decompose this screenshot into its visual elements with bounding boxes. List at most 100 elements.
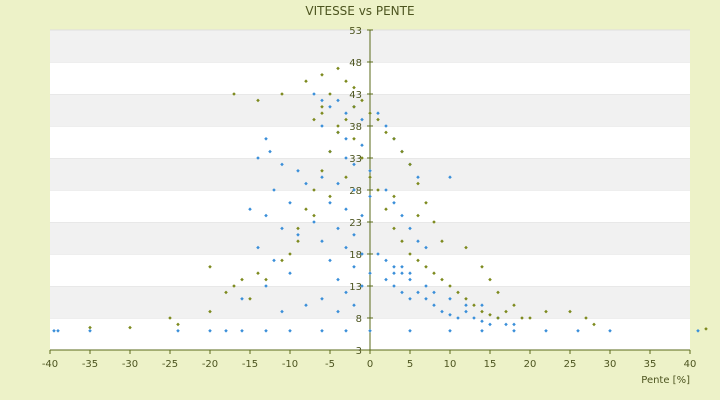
- data-point: [320, 105, 324, 109]
- data-point: [328, 201, 332, 205]
- data-point: [320, 98, 324, 103]
- data-point: [336, 181, 340, 186]
- data-point: [352, 233, 356, 237]
- data-point: [288, 271, 292, 275]
- data-point: [336, 226, 340, 231]
- data-point: [408, 277, 412, 282]
- x-tick-label: -35: [82, 359, 98, 370]
- data-point: [272, 258, 276, 263]
- data-point: [256, 156, 260, 160]
- data-point: [264, 284, 268, 288]
- y-tick-label: 13: [349, 282, 362, 293]
- data-point: [368, 271, 372, 275]
- data-point: [232, 284, 236, 288]
- data-point: [472, 316, 476, 320]
- data-point: [360, 252, 364, 256]
- data-point: [496, 290, 500, 295]
- data-point: [432, 271, 436, 275]
- data-point: [464, 245, 468, 250]
- data-point: [384, 277, 388, 282]
- axes: -40 -35 -30 -25 -20 -15 -10 -5 0 5 10 15 20 25 30 35 40 3…: [42, 26, 697, 370]
- data-point: [440, 239, 444, 243]
- data-point: [360, 117, 364, 122]
- data-point: [400, 239, 404, 243]
- data-point: [464, 303, 468, 307]
- data-point: [296, 226, 300, 231]
- data-point: [544, 309, 548, 314]
- x-tick-label: -25: [162, 359, 178, 370]
- data-point: [296, 239, 300, 243]
- data-point: [488, 277, 492, 282]
- data-point: [304, 303, 308, 307]
- data-point: [320, 175, 324, 179]
- data-point: [416, 175, 420, 179]
- data-point: [424, 245, 428, 250]
- data-point: [360, 284, 364, 288]
- data-point: [232, 92, 236, 96]
- data-point: [424, 297, 428, 301]
- x-tick-label: 10: [444, 359, 457, 370]
- data-point: [512, 303, 516, 307]
- data-point: [344, 329, 348, 333]
- data-point: [400, 149, 404, 154]
- data-point: [360, 156, 364, 160]
- data-point: [256, 245, 260, 250]
- data-point: [280, 226, 284, 231]
- data-point: [344, 79, 348, 83]
- data-point: [424, 265, 428, 269]
- data-point: [296, 233, 300, 237]
- data-point: [320, 297, 324, 301]
- data-point: [424, 284, 428, 288]
- data-point: [296, 169, 300, 173]
- x-tick-label: 30: [604, 359, 617, 370]
- data-point: [224, 329, 228, 333]
- data-point: [320, 239, 324, 243]
- data-point: [280, 92, 284, 96]
- data-point: [280, 258, 284, 263]
- data-point: [280, 162, 284, 167]
- data-point: [52, 329, 56, 333]
- data-point: [272, 188, 276, 192]
- data-point: [576, 329, 580, 333]
- data-point: [312, 188, 316, 192]
- data-point: [208, 265, 212, 269]
- data-point: [480, 309, 484, 314]
- data-point: [336, 309, 340, 314]
- data-point: [328, 258, 332, 263]
- data-point: [352, 162, 356, 167]
- data-point: [128, 325, 132, 330]
- data-point: [408, 297, 412, 301]
- x-tick-label: 40: [684, 359, 697, 370]
- data-point: [368, 175, 372, 179]
- data-point: [344, 207, 348, 211]
- data-point: [344, 245, 348, 250]
- data-point: [416, 213, 420, 218]
- x-tick-label: 20: [524, 359, 537, 370]
- data-point: [480, 319, 484, 323]
- y-tick-label: 33: [349, 154, 362, 165]
- data-point: [352, 85, 356, 90]
- data-point: [408, 329, 412, 333]
- data-point: [528, 316, 532, 320]
- data-point: [248, 207, 252, 211]
- data-point: [512, 322, 516, 327]
- data-point: [400, 213, 404, 218]
- data-point: [240, 297, 244, 301]
- data-point: [344, 156, 348, 160]
- data-point: [56, 329, 60, 333]
- data-point: [264, 277, 268, 282]
- data-point: [608, 329, 612, 333]
- data-point: [352, 188, 356, 192]
- data-point: [432, 220, 436, 224]
- data-point: [424, 201, 428, 205]
- data-point: [352, 303, 356, 307]
- data-point: [400, 271, 404, 275]
- data-point: [320, 169, 324, 173]
- data-point: [520, 316, 524, 320]
- data-point: [376, 188, 380, 192]
- data-point: [336, 98, 340, 103]
- data-point: [264, 329, 268, 333]
- data-point: [480, 265, 484, 269]
- x-tick-label: -40: [42, 359, 58, 370]
